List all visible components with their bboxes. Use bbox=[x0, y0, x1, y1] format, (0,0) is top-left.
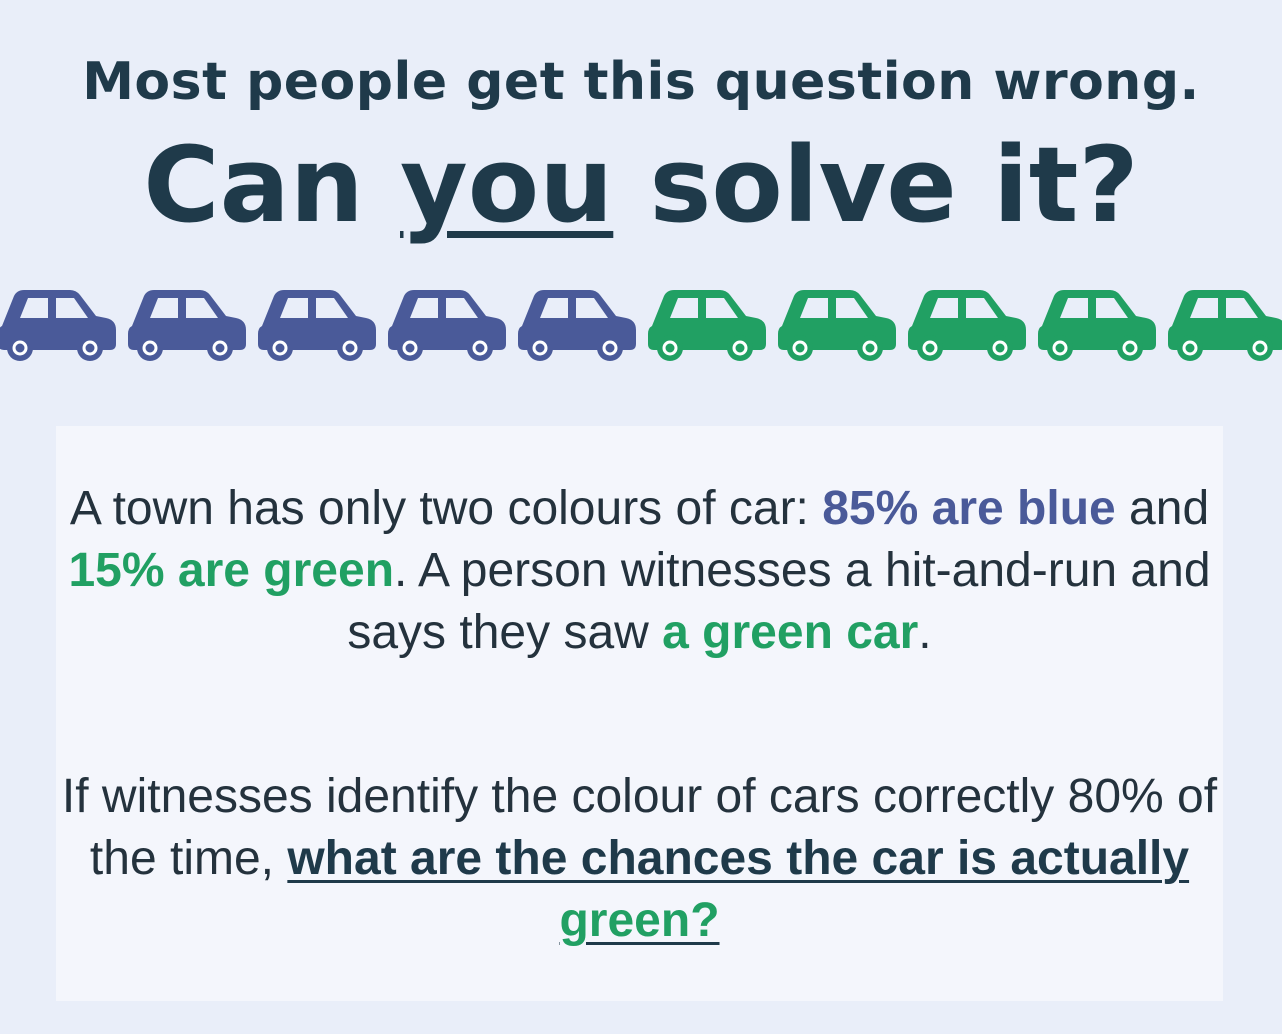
question-paragraph: If witnesses identify the colour of cars… bbox=[56, 766, 1223, 952]
green-percentage: 15% are green bbox=[68, 544, 395, 597]
car-icon bbox=[1034, 282, 1160, 366]
car-icon bbox=[384, 282, 510, 366]
question-intro: If witnesses identify the colour of cars… bbox=[61, 770, 1218, 885]
question-green: green? bbox=[559, 894, 720, 947]
scenario-text-2: and bbox=[1115, 482, 1210, 535]
witness-claim: a green car bbox=[662, 606, 919, 659]
title-after: solve it? bbox=[613, 124, 1139, 246]
car-icon bbox=[514, 282, 640, 366]
question-main: what are the chances the car is actually bbox=[287, 832, 1190, 885]
car-row bbox=[0, 282, 1282, 372]
subtitle: Most people get this question wrong. bbox=[82, 52, 1200, 112]
scenario-paragraph: A town has only two colours of car: 85% … bbox=[56, 478, 1223, 664]
title-emphasis: you bbox=[400, 124, 614, 246]
scenario-text-3: . A person witnesses a hit-and-run and s… bbox=[347, 544, 1211, 659]
car-icon bbox=[904, 282, 1030, 366]
page-title: Can you solve it? bbox=[0, 128, 1282, 242]
car-icon bbox=[254, 282, 380, 366]
car-icon bbox=[774, 282, 900, 366]
car-icon bbox=[124, 282, 250, 366]
car-icon bbox=[644, 282, 770, 366]
title-before: Can bbox=[143, 124, 401, 246]
blue-percentage: 85% are blue bbox=[822, 482, 1116, 535]
question-text: what are the chances the car is actually… bbox=[287, 832, 1189, 947]
scenario-text-1: A town has only two colours of car: bbox=[69, 482, 823, 535]
car-icon bbox=[1164, 282, 1282, 366]
question-panel: A town has only two colours of car: 85% … bbox=[56, 426, 1223, 1001]
scenario-text-4: . bbox=[918, 606, 932, 659]
car-icon bbox=[0, 282, 120, 366]
